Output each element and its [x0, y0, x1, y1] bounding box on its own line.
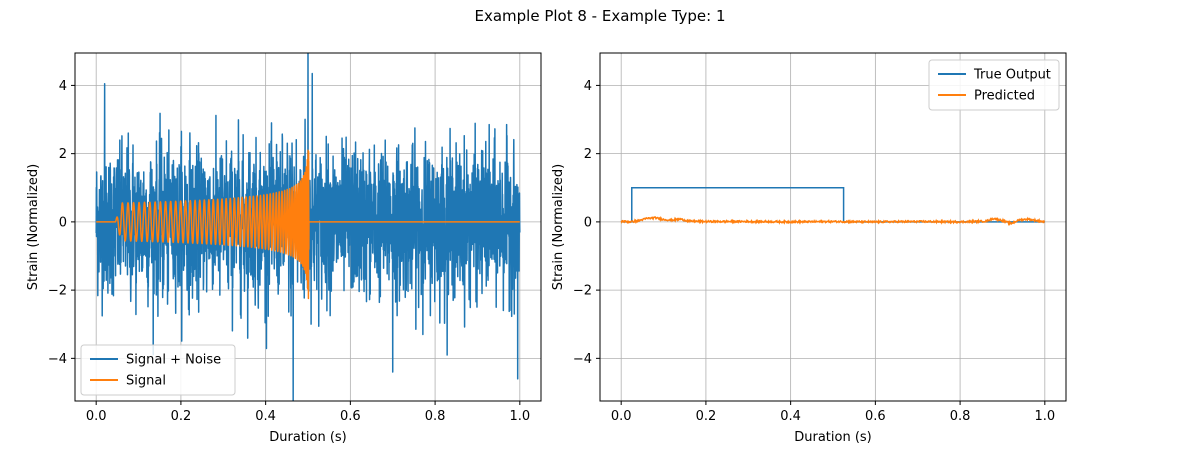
x-tick-label: 0.8: [950, 409, 971, 424]
plot-area: [620, 187, 1046, 227]
x-tick-label: 0.0: [86, 409, 107, 424]
y-tick-label: 2: [59, 147, 67, 162]
y-tick-label: 4: [584, 79, 592, 94]
legend-box: [80, 344, 236, 396]
y-tick-label: 0: [59, 215, 67, 230]
legend: True Output Predicted: [928, 59, 1060, 111]
legend-label: Signal: [126, 374, 166, 389]
x-axis-label: Duration (s): [269, 430, 347, 445]
y-tick-label: 2: [584, 147, 592, 162]
x-axis-label: Duration (s): [794, 430, 872, 445]
y-axis-label: Strain (Normalized): [26, 164, 41, 291]
series-line-signal: [95, 149, 521, 300]
x-tick-label: 0.8: [425, 409, 446, 424]
y-tick-label: −4: [48, 352, 67, 367]
legend-label: True Output: [973, 68, 1051, 83]
axes-frame: [74, 52, 542, 402]
figure-title: Example Plot 8 - Example Type: 1: [474, 7, 725, 25]
x-tick-label: 0.4: [780, 409, 801, 424]
legend: Signal + Noise Signal: [80, 344, 236, 396]
y-axis-label: Strain (Normalized): [551, 164, 566, 291]
x-tick-label: 0.6: [340, 409, 361, 424]
x-tick-label: 1.0: [509, 409, 530, 424]
series-line-predicted: [620, 215, 1046, 227]
x-tick-label: 0.6: [865, 409, 886, 424]
right-chart: 0.0 0.2 0.4 0.6 0.8 1.0 −4 −2 0 2 4 Duration (s) Str…: [551, 52, 1067, 445]
y-tick-label: −2: [48, 284, 67, 299]
legend-label: Predicted: [974, 89, 1035, 104]
x-tick-label: 0.0: [611, 409, 632, 424]
x-tick-label: 0.4: [255, 409, 276, 424]
x-tick-label: 1.0: [1034, 409, 1055, 424]
y-tick-label: −2: [573, 284, 592, 299]
x-tick-label: 0.2: [171, 409, 192, 424]
left-chart: 0.0 0.2 0.4 0.6 0.8 1.0 −4 −2 0 2 4 Duration (s) Str…: [26, 52, 542, 445]
y-tick-label: −4: [573, 352, 592, 367]
y-tick-label: 4: [59, 79, 67, 94]
plot-area: [95, 53, 521, 401]
axes-frame: [599, 52, 1067, 402]
x-tick-label: 0.2: [696, 409, 717, 424]
legend-label: Signal + Noise: [126, 353, 221, 368]
y-tick-label: 0: [584, 215, 592, 230]
legend-box: [928, 59, 1060, 111]
